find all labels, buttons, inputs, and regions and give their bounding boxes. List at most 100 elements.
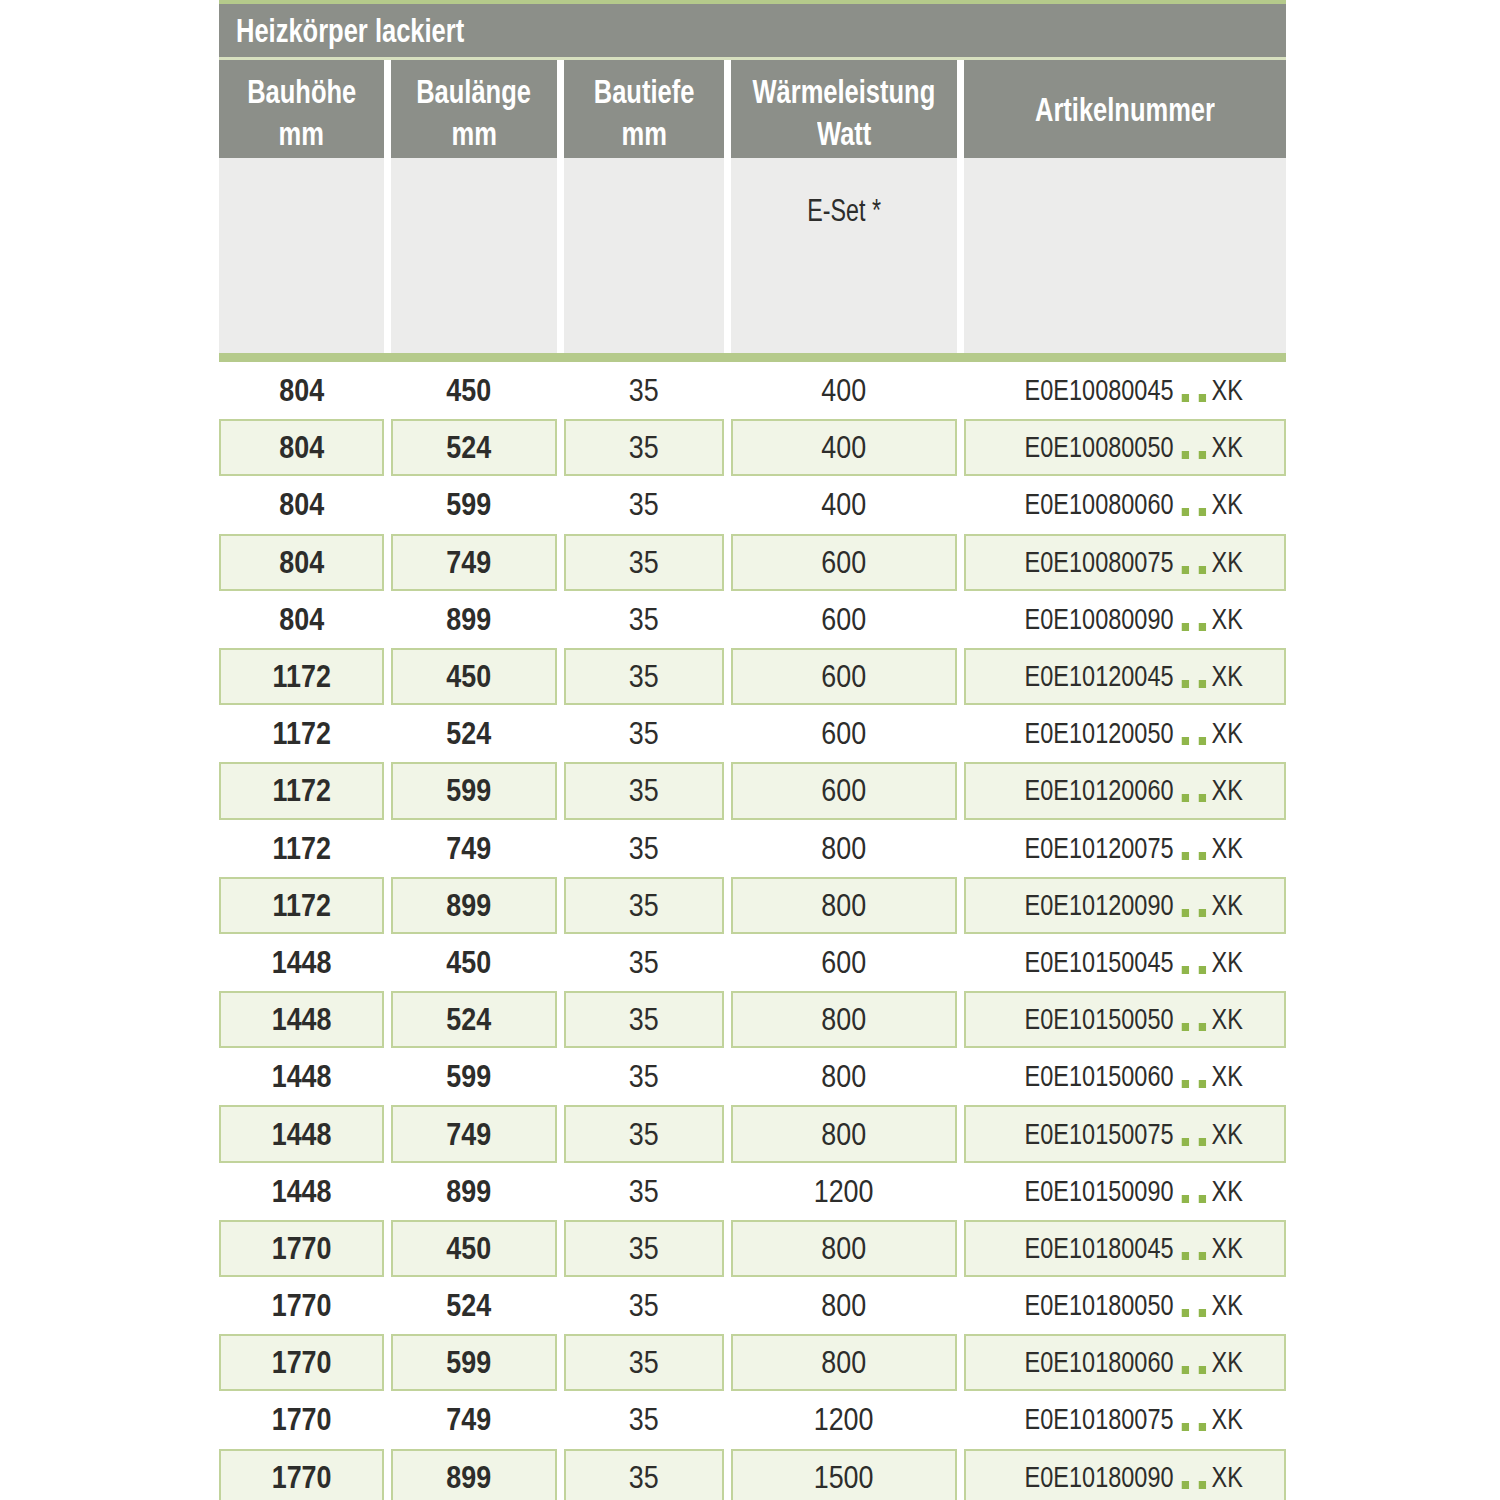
cell-baulaenge: 524 [391, 1277, 557, 1334]
placeholder-dot-icon [1199, 1023, 1206, 1031]
eset-label: E-Set * [807, 195, 881, 226]
cell-baulaenge: 749 [391, 534, 557, 591]
article-number: E0E10180060XK [1025, 1346, 1243, 1379]
article-prefix: E0E10150060 [1025, 1060, 1174, 1093]
placeholder-dot-icon [1199, 1138, 1206, 1146]
cell-watt: 800 [731, 1277, 957, 1334]
cell-artikelnummer: E0E10080050XK [964, 419, 1286, 476]
bauhoehe-value: 1172 [272, 772, 330, 809]
cell-watt: 800 [731, 820, 957, 877]
placeholder-dot-icon [1182, 737, 1189, 745]
cell-artikelnummer: E0E10120050XK [964, 705, 1286, 762]
placeholder-dot-icon [1199, 852, 1206, 860]
placeholder-dot-icon [1199, 1366, 1206, 1374]
cell-watt: 800 [731, 1220, 957, 1277]
baulaenge-value: 599 [446, 1058, 491, 1095]
cell-bauhoehe: 1448 [219, 1105, 384, 1162]
article-suffix: XK [1212, 774, 1243, 807]
header-bottom-border [219, 353, 1286, 362]
watt-value: 800 [822, 1001, 867, 1038]
column-header-label: Wärmeleistung [753, 70, 936, 112]
table-row: 80459935400E0E10080060XK [219, 476, 1286, 533]
cell-baulaenge: 450 [391, 1220, 557, 1277]
cell-bauhoehe: 1172 [219, 877, 384, 934]
placeholder-dot-icon [1182, 1252, 1189, 1260]
cell-baulaenge: 524 [391, 991, 557, 1048]
baulaenge-value: 899 [446, 887, 491, 924]
article-suffix: XK [1212, 946, 1243, 979]
cell-bauhoehe: 1448 [219, 991, 384, 1048]
baulaenge-value: 599 [446, 772, 491, 809]
placeholder-dot-icon [1182, 909, 1189, 917]
cell-bauhoehe: 1448 [219, 1163, 384, 1220]
article-suffix: XK [1212, 546, 1243, 579]
article-prefix: E0E10150045 [1025, 946, 1174, 979]
bautiefe-value: 35 [629, 715, 659, 752]
article-suffix: XK [1212, 1175, 1243, 1208]
watt-value: 600 [822, 944, 867, 981]
cell-artikelnummer: E0E10150060XK [964, 1048, 1286, 1105]
watt-value: 800 [822, 1058, 867, 1095]
cell-bautiefe: 35 [564, 991, 724, 1048]
watt-value: 1500 [814, 1459, 874, 1496]
table-row: 1448899351200E0E10150090XK [219, 1163, 1286, 1220]
article-suffix: XK [1212, 1118, 1243, 1151]
bautiefe-value: 35 [629, 772, 659, 809]
placeholder-dot-icon [1199, 794, 1206, 802]
bauhoehe-value: 1448 [272, 1173, 332, 1210]
bauhoehe-value: 1770 [272, 1344, 332, 1381]
article-number: E0E10080075XK [1025, 546, 1243, 579]
watt-value: 800 [822, 887, 867, 924]
bauhoehe-value: 1172 [272, 830, 330, 867]
cell-artikelnummer: E0E10150045 XK [964, 934, 1286, 991]
cell-artikelnummer: E0E10080060XK [964, 476, 1286, 533]
cell-bauhoehe: 1172 [219, 820, 384, 877]
bauhoehe-value: 804 [279, 601, 324, 638]
cell-baulaenge: 599 [391, 1334, 557, 1391]
bautiefe-value: 35 [629, 1287, 659, 1324]
column-header-label: Artikelnummer [1035, 88, 1215, 130]
cell-artikelnummer: E0E10180050XK [964, 1277, 1286, 1334]
article-suffix: XK [1212, 832, 1243, 865]
bauhoehe-value: 1770 [272, 1287, 332, 1324]
cell-baulaenge: 450 [391, 362, 557, 419]
watt-value: 800 [822, 1287, 867, 1324]
article-prefix: E0E10180045 [1025, 1232, 1174, 1265]
cell-bauhoehe: 1770 [219, 1334, 384, 1391]
article-number: E0E10080050XK [1025, 431, 1243, 464]
bautiefe-value: 35 [629, 486, 659, 523]
article-number: E0E10150075 XK [1025, 1118, 1243, 1151]
watt-value: 600 [822, 544, 867, 581]
watt-value: 1200 [814, 1401, 874, 1438]
placeholder-dot-icon [1199, 1252, 1206, 1260]
cell-bautiefe: 35 [564, 1334, 724, 1391]
cell-bautiefe: 35 [564, 1105, 724, 1162]
article-prefix: E0E10180090 [1025, 1461, 1174, 1494]
table-row: 117259935600E0E10120060XK [219, 762, 1286, 819]
bauhoehe-value: 804 [279, 429, 324, 466]
bauhoehe-value: 1172 [272, 658, 330, 695]
article-suffix: XK [1212, 374, 1243, 407]
cell-bautiefe: 35 [564, 534, 724, 591]
column-header-unit: mm [279, 112, 324, 154]
table-row: 1770749351200E0E10180075XK [219, 1391, 1286, 1448]
article-prefix: E0E10120050 [1025, 717, 1174, 750]
cell-baulaenge: 599 [391, 476, 557, 533]
article-number: E0E10180075XK [1025, 1403, 1243, 1436]
column-header-artikelnummer: Artikelnummer [964, 60, 1286, 158]
cell-baulaenge: 749 [391, 1105, 557, 1162]
cell-watt: 800 [731, 1334, 957, 1391]
placeholder-dot-icon [1199, 451, 1206, 459]
article-suffix: XK [1212, 1403, 1243, 1436]
subheader-cell [391, 158, 557, 353]
table-title-bar: Heizkörper lackiert [219, 4, 1286, 57]
cell-watt: 600 [731, 534, 957, 591]
cell-bauhoehe: 1448 [219, 1048, 384, 1105]
bautiefe-value: 35 [629, 372, 659, 409]
article-prefix: E0E10150075 [1025, 1118, 1174, 1151]
table-subheader-row: E-Set * [219, 158, 1286, 353]
cell-artikelnummer: E0E10120060XK [964, 762, 1286, 819]
article-prefix: E0E10080045 [1025, 374, 1174, 407]
cell-bauhoehe: 804 [219, 419, 384, 476]
bautiefe-value: 35 [629, 1401, 659, 1438]
